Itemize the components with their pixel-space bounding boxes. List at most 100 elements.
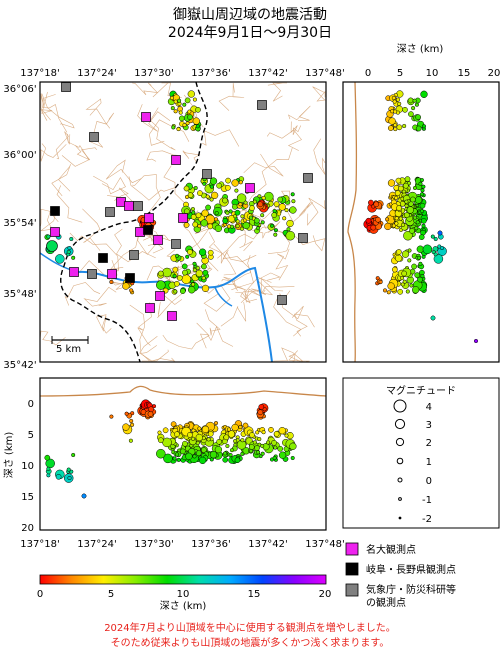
epicenter [234,209,241,216]
hypocenter-ns [420,90,428,98]
contour-line [221,255,252,282]
colorbar-tick: 0 [37,589,43,600]
hypocenter-ns [419,202,426,209]
depth-axis-title: 深さ (km) [397,43,444,55]
hypocenter-ns [409,283,414,288]
epicenter [171,125,176,130]
hypocenter-ew [252,440,257,445]
contour-line [294,313,315,337]
station-marker [298,233,308,243]
hypocenter-ew [192,454,197,459]
epicenter [209,184,214,189]
contour-line [39,330,66,346]
contour-line [243,153,284,177]
station-swatch-gifu-nagano [345,562,359,576]
epicenter [286,227,291,232]
lon-label: 137°30' [134,539,174,550]
contour-line [89,112,115,148]
contour-line [107,187,134,203]
contour-line [64,282,101,306]
contour-line [290,121,302,136]
contour-line [152,82,182,98]
epicenter [187,90,195,98]
hypocenter-ns [403,212,410,218]
contour-line [132,174,161,212]
contour-line [279,293,304,320]
epicenter-map: 5 km [39,81,327,363]
hypocenter-ns [419,192,425,197]
hypocenter-ew [268,426,274,433]
colorbar-tick: 5 [108,589,114,600]
epicenter [181,263,188,270]
station-marker [125,273,135,283]
magnitude-label: -2 [422,514,432,525]
epicenter [222,197,228,204]
hypocenter-ew [157,437,164,444]
contour-line [249,190,291,226]
hypocenter-ew [122,423,130,431]
station-marker [143,225,153,235]
epicenter [225,184,231,191]
epicenter [197,224,202,229]
hypocenter-ns [412,185,418,191]
contour-line [69,232,119,272]
epicenter [291,199,296,204]
epicenter [286,219,294,228]
magnitude-label: 1 [426,457,432,468]
hypocenter-ns [398,216,403,221]
epicenter [257,201,264,208]
hypocenter-ew [242,422,249,429]
epicenter [202,181,207,186]
hypocenter-ns [394,195,399,200]
hypocenter-ns [412,215,418,220]
magnitude-label: 4 [426,402,432,413]
contour-line [82,208,101,251]
contour-line [313,138,326,175]
depth-tick: 0 [28,399,34,410]
station-marker [141,112,151,122]
epicenter [190,214,197,220]
magnitude-circle [398,516,402,520]
hypocenter-ns [408,111,414,117]
hypocenter-ns [373,201,380,208]
station-marker [202,169,212,179]
epicenter [185,254,190,259]
hypocenter-ew [172,456,177,461]
station-marker [124,201,134,211]
epicenter [176,275,183,281]
epicenter [273,228,278,233]
epicenter [174,280,180,287]
station-marker [69,267,79,277]
contour-line [146,150,178,162]
epicenter [261,195,266,200]
hypocenter-ew [44,454,51,461]
contour-line [40,93,51,121]
depth-colorbar: 0 5 10 15 20 深さ (km) [37,574,331,612]
hypocenter-ns [411,263,417,270]
epicenter [248,215,253,220]
epicenter [195,124,200,129]
hypocenter-ns [421,184,426,189]
hypocenter-ns [415,125,422,132]
hypocenter-ns [375,276,380,281]
contour-line [240,289,257,304]
station-marker [50,227,60,237]
epicenter [282,216,287,221]
epicenter [67,245,72,251]
epicenter [225,177,231,184]
epicenter [273,201,280,208]
epicenter [172,274,177,279]
hypocenter-ew [147,411,154,417]
hypocenter-ns [418,261,423,266]
lon-label: 137°18' [20,68,60,79]
station-marker [171,155,181,165]
epicenter [285,230,296,241]
contour-line [132,82,159,96]
epicenter [234,188,239,193]
epicenter [71,255,76,260]
hypocenter-ew [214,445,223,454]
hypocenter-ew [216,438,222,445]
contour-line [162,322,210,350]
hypocenter-ew [249,432,255,438]
epicenter [210,191,219,200]
